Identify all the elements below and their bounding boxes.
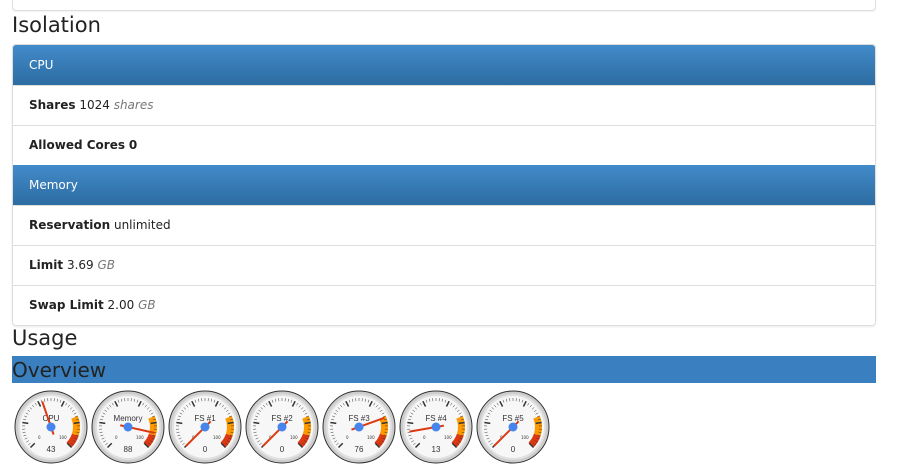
tick (176, 422, 182, 423)
tick (330, 422, 336, 423)
tick (151, 422, 157, 423)
swap-value: 2.00 (108, 298, 135, 312)
tick (74, 422, 80, 423)
shares-value: 1024 (79, 98, 110, 112)
gauge-max: 100 (290, 435, 298, 440)
limit-value: 3.69 (67, 258, 94, 272)
tick (22, 422, 28, 423)
overview-heading: Overview (12, 356, 876, 383)
gauge-value: 0 (511, 445, 516, 454)
gauge-label: FS #3 (348, 414, 370, 423)
gauge-fs-2: 0 100 FS #2 0 (245, 390, 319, 464)
gauge-label: CPU (43, 414, 60, 423)
memory-header: Memory (13, 165, 875, 205)
cpu-shares-row: Shares 1024 shares (13, 85, 875, 125)
tick (459, 422, 465, 423)
tick (253, 422, 259, 423)
reservation-value: unlimited (114, 218, 171, 232)
gauge-value: 0 (280, 445, 285, 454)
gauge-fs-4: 0 100 FS #4 13 (399, 390, 473, 464)
gauge-fs-3: 0 100 FS #3 76 (322, 390, 396, 464)
cpu-header: CPU (13, 45, 875, 85)
gauge-value: 13 (432, 445, 441, 454)
isolation-panel: CPU Shares 1024 shares Allowed Cores 0 M… (12, 44, 876, 326)
gauge-fs-5: 0 100 FS #5 0 (476, 390, 550, 464)
gauge-hub (355, 423, 364, 432)
gauge-label: FS #2 (271, 414, 293, 423)
gauge-memory: 0 100 Memory 88 (91, 390, 165, 464)
gauge-min: 0 (346, 435, 349, 440)
gauge-label: FS #5 (502, 414, 524, 423)
tick (484, 422, 490, 423)
tick (407, 422, 413, 423)
cpu-cores-row: Allowed Cores 0 (13, 125, 875, 165)
gauge-label: FS #4 (425, 414, 447, 423)
gauge-value: 43 (47, 445, 56, 454)
gauge-min: 0 (115, 435, 118, 440)
memory-reservation-row: Reservation unlimited (13, 205, 875, 245)
gauge-hub (47, 423, 56, 432)
tick (382, 422, 388, 423)
gauge-min: 0 (423, 435, 426, 440)
isolation-heading: Isolation (12, 13, 101, 37)
swap-unit: GB (138, 298, 156, 312)
swap-label: Swap Limit (29, 298, 104, 312)
gauge-max: 100 (136, 435, 144, 440)
previous-card (12, 0, 876, 11)
gauge-hub (278, 423, 287, 432)
memory-swap-row: Swap Limit 2.00 GB (13, 285, 875, 325)
tick (228, 422, 234, 423)
gauge-min: 0 (38, 435, 41, 440)
gauge-fs-1: 0 100 FS #1 0 (168, 390, 242, 464)
gauge-max: 100 (59, 435, 67, 440)
gauge-hub (432, 423, 441, 432)
gauge-hub (509, 423, 518, 432)
shares-unit: shares (114, 98, 154, 112)
tick (305, 422, 311, 423)
gauge-label: Memory (114, 414, 143, 423)
gauge-value: 88 (124, 445, 133, 454)
gauge-value: 76 (355, 445, 364, 454)
usage-heading: Usage (12, 326, 77, 350)
memory-limit-row: Limit 3.69 GB (13, 245, 875, 285)
gauge-max: 100 (213, 435, 221, 440)
tick (99, 422, 105, 423)
limit-unit: GB (98, 258, 116, 272)
reservation-label: Reservation (29, 218, 110, 232)
gauge-max: 100 (444, 435, 452, 440)
gauge-hub (124, 423, 133, 432)
cores-label: Allowed Cores (29, 138, 125, 152)
limit-label: Limit (29, 258, 63, 272)
gauge-cpu: 0 100 CPU 43 (14, 390, 88, 464)
cores-value: 0 (129, 138, 137, 152)
shares-label: Shares (29, 98, 75, 112)
gauge-value: 0 (203, 445, 208, 454)
gauge-max: 100 (521, 435, 529, 440)
gauge-label: FS #1 (194, 414, 216, 423)
tick (536, 422, 542, 423)
gauge-hub (201, 423, 210, 432)
gauge-max: 100 (367, 435, 375, 440)
